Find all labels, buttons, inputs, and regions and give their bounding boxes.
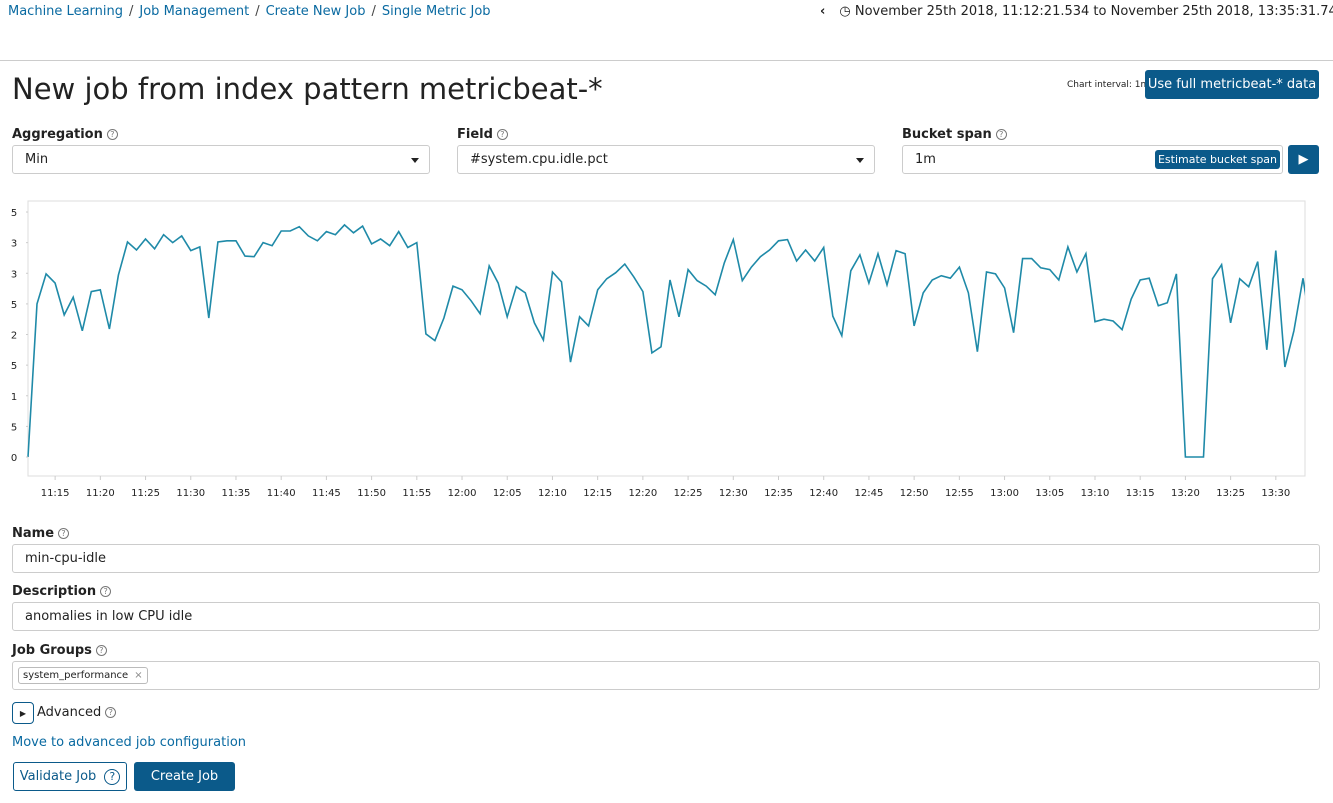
label-text: Name [12,526,55,541]
chip-text: system_performance [23,670,129,681]
name-input[interactable]: min-cpu-idle [12,544,1320,573]
x-tick-label: 12:20 [628,488,657,499]
x-tick-label: 12:50 [900,488,929,499]
field-label: Field? [457,127,508,142]
x-tick-label: 12:00 [448,488,477,499]
field-label: Name? [12,526,70,541]
field-label: Bucket span? [902,127,1007,142]
x-tick-label: 12:40 [809,488,838,499]
x-tick-label: 11:50 [357,488,386,499]
y-tick-label: 1 [11,392,17,403]
create-button[interactable]: Create Job [134,762,235,791]
field-label: Description? [12,584,112,599]
clock-icon: ◷ [839,4,851,19]
x-tick-label: 12:30 [719,488,748,499]
divider [0,60,1333,61]
chip: system_performance × [18,667,148,684]
breadcrumbs: Machine Learning / Job Management / Create N… [8,4,491,19]
x-tick-label: 12:55 [945,488,974,499]
x-tick-label: 12:45 [855,488,884,499]
field-label: Job Groups? [12,643,107,658]
breadcrumb[interactable]: Create New Job [265,4,366,19]
job-groups-input[interactable]: system_performance × [12,661,1320,690]
field-select[interactable]: #system.cpu.idle.pct [457,145,875,174]
x-tick-label: 13:30 [1261,488,1290,499]
advanced-toggle[interactable]: ▶ [12,702,34,724]
x-tick-label: 13:35 [1307,488,1310,499]
label-text: Field [457,127,493,142]
prev[interactable]: ‹ [820,4,826,19]
validate-button[interactable]: Validate Job? [13,762,127,791]
label-text: Job Groups [12,643,92,658]
label-text: Advanced [37,705,102,720]
breadcrumb[interactable]: Job Management [139,4,250,19]
y-tick-label: 3 [11,239,17,250]
x-tick-label: 11:30 [176,488,205,499]
y-tick-label: 5 [11,422,17,433]
label-text: Description [12,584,97,599]
x-tick-label: 11:40 [267,488,296,499]
input-value: 1m [915,152,936,167]
estimate-button[interactable]: Estimate bucket span [1155,150,1280,169]
chip-remove[interactable]: × [134,670,143,681]
select-value: Min [25,152,49,167]
x-tick-label: 13:00 [990,488,1019,499]
x-tick-label: 12:05 [493,488,522,499]
button-text: Validate Job [19,769,97,784]
input-value: anomalies in low CPU idle [25,609,193,624]
select-value: #system.cpu.idle.pct [470,152,608,167]
run-button[interactable]: ▶ [1288,145,1319,174]
label-text: Aggregation [12,127,103,142]
field-label: Aggregation? [12,127,118,142]
y-tick-label: 5 [11,361,17,372]
advanced-label: Advanced? [37,705,117,720]
input-value: min-cpu-idle [25,551,107,566]
x-tick-label: 13:15 [1126,488,1155,499]
x-tick-label: 12:15 [583,488,612,499]
x-tick-label: 11:55 [402,488,431,499]
x-tick-label: 13:25 [1216,488,1245,499]
chart-interval: Chart interval: 1m [1067,80,1150,90]
x-tick-label: 13:05 [1035,488,1064,499]
aggregation-select[interactable]: Min [12,145,430,174]
x-tick-label: 11:15 [41,488,70,499]
description-input[interactable]: anomalies in low CPU idle [12,602,1320,631]
label-text: Bucket span [902,127,992,142]
data-line [27,223,1305,458]
y-tick-label: 5 [11,300,17,311]
advanced-link[interactable]: Move to advanced job configuration [12,735,247,750]
y-tick-label: 0 [11,453,17,464]
page-title: New job from index pattern metricbeat-* [12,72,603,106]
x-tick-label: 13:10 [1081,488,1110,499]
y-tick-label: 3 [11,269,17,280]
use-full-data-button[interactable]: Use full metricbeat-* data [1145,70,1319,99]
y-tick-label: 5 [11,208,17,219]
breadcrumb[interactable]: Machine Learning [8,4,123,19]
x-tick-label: 11:25 [131,488,160,499]
plot-frame [27,200,1306,477]
time-picker: ‹ ◷ November 25th 2018, 11:12:21.534 to N… [820,4,1333,19]
chart: 11:15 11:20 11:25 11:30 11:35 11:40 11:45 11:50… [11,200,1310,499]
x-tick-label: 12:35 [764,488,793,499]
x-tick-label: 13:20 [1171,488,1200,499]
x-tick-label: 11:35 [222,488,251,499]
y-tick-label: 2 [11,331,17,342]
x-tick-label: 11:20 [86,488,115,499]
breadcrumb: Single Metric Job [381,4,491,19]
x-tick-label: 11:45 [312,488,341,499]
time-range[interactable]: November 25th 2018, 11:12:21.534 to Nove… [854,4,1333,19]
x-tick-label: 12:25 [674,488,703,499]
x-tick-label: 12:10 [538,488,567,499]
